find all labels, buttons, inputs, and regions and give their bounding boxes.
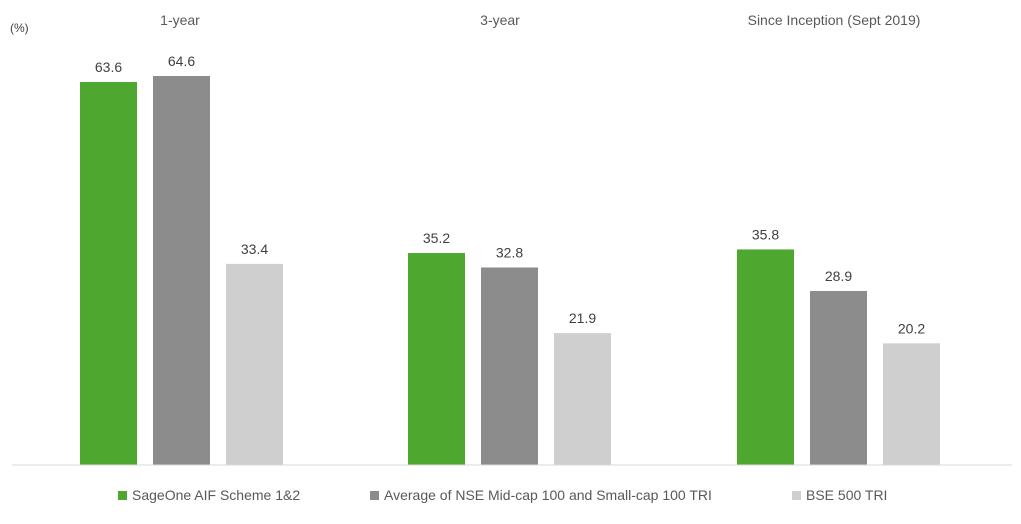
bar [153, 76, 210, 465]
legend-swatch [118, 491, 127, 500]
legend-item: BSE 500 TRI [792, 487, 887, 503]
category-label: 1-year [160, 12, 200, 28]
legend-swatch [370, 491, 379, 500]
data-label: 64.6 [168, 53, 195, 69]
bar [810, 290, 867, 465]
bar [883, 343, 940, 465]
legend-label: BSE 500 TRI [806, 487, 887, 503]
legend-swatch [792, 491, 801, 500]
bar [737, 249, 794, 465]
category-label: Since Inception (Sept 2019) [748, 12, 921, 28]
data-label: 63.6 [95, 59, 122, 75]
data-label: 33.4 [241, 241, 268, 257]
bar [554, 333, 611, 465]
bar [408, 253, 465, 465]
bar [80, 82, 137, 466]
data-label: 20.2 [898, 320, 925, 336]
legend-item: SageOne AIF Scheme 1&2 [118, 487, 300, 503]
bar [226, 263, 283, 465]
legend-label: SageOne AIF Scheme 1&2 [132, 487, 300, 503]
legend: SageOne AIF Scheme 1&2 Average of NSE Mid… [118, 487, 887, 503]
data-label: 35.8 [752, 226, 779, 242]
data-label: 28.9 [825, 268, 852, 284]
category-labels: 1-year 3-year Since Inception (Sept 2019) [160, 12, 920, 28]
category-label: 3-year [480, 12, 520, 28]
legend-label: Average of NSE Mid-cap 100 and Small-cap… [384, 487, 712, 503]
data-label: 21.9 [569, 310, 596, 326]
bar [481, 267, 538, 465]
data-label: 35.2 [423, 230, 450, 246]
bars [80, 76, 940, 466]
data-labels: 63.6 35.2 35.8 64.6 32.8 28.9 33.4 21.9 20.2 [95, 53, 925, 336]
legend-item: Average of NSE Mid-cap 100 and Small-cap… [370, 487, 712, 503]
y-unit-label: (%) [10, 21, 29, 35]
data-label: 32.8 [496, 244, 523, 260]
